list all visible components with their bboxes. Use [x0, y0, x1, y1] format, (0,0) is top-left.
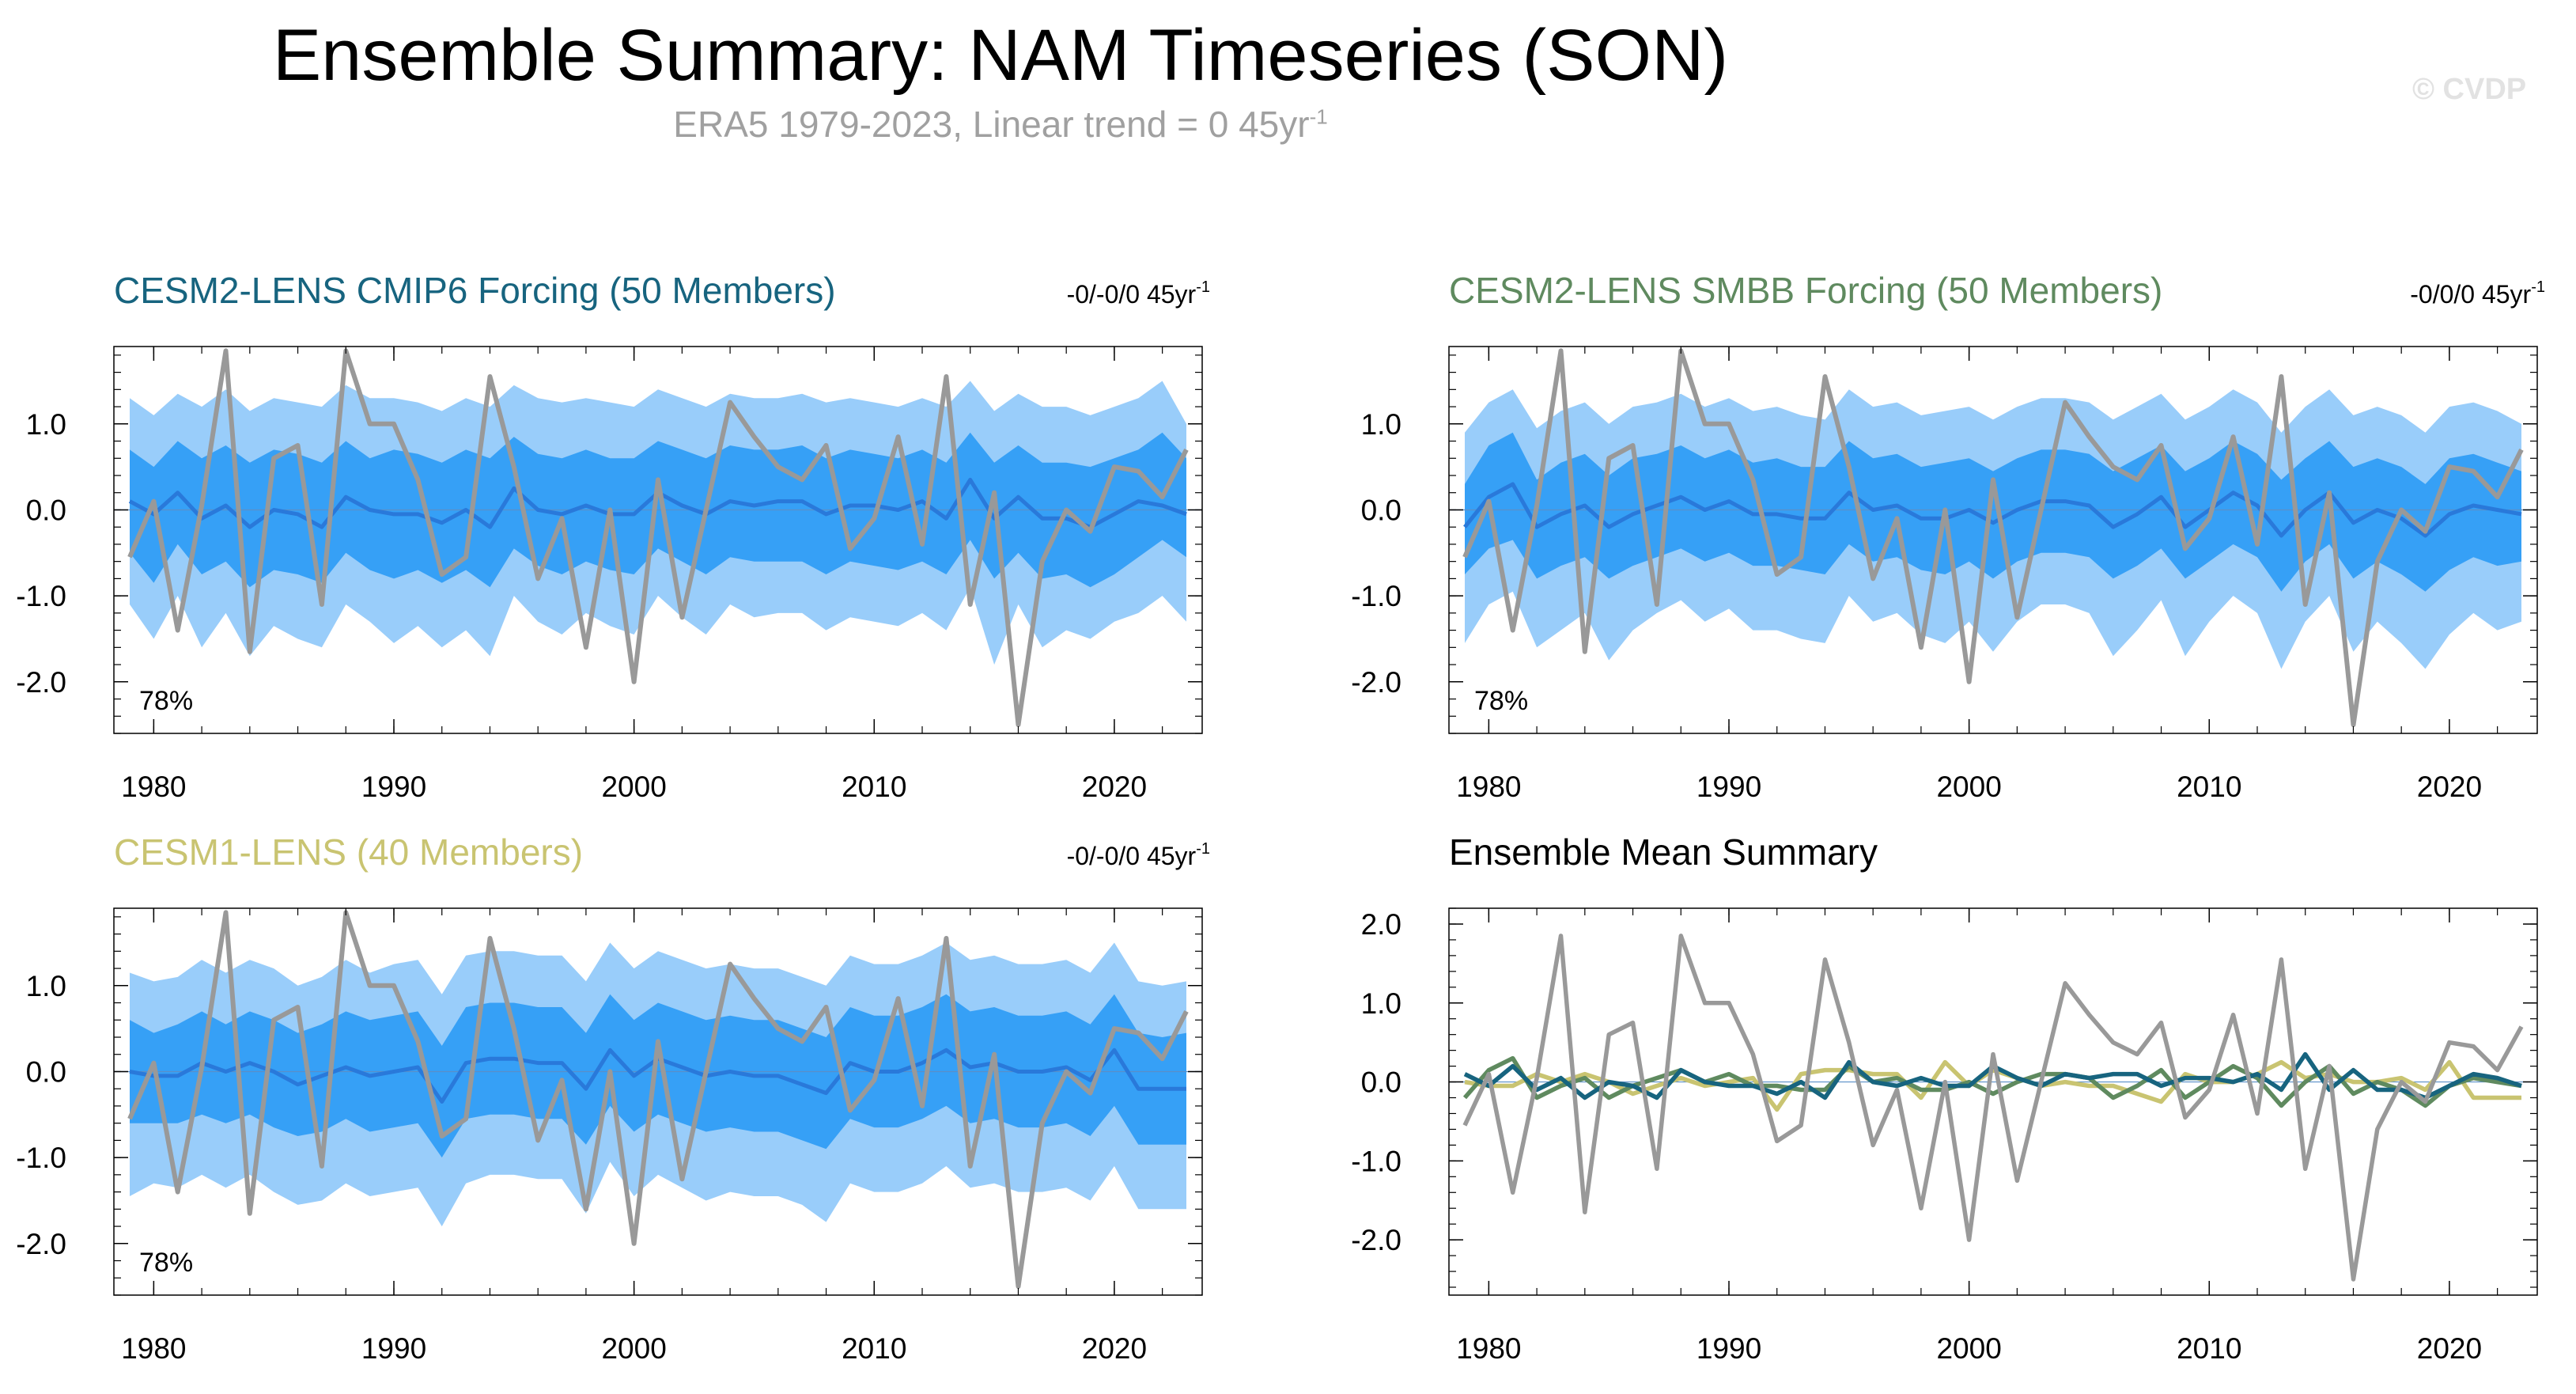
trend-text: -0/-0/0 45yr-1	[1067, 278, 1210, 309]
y-tick-label: 0.0	[1361, 1066, 1401, 1099]
page-title: Ensemble Summary: NAM Timeseries (SON)	[272, 15, 1729, 96]
trend-text: -0/0/0 45yr-1	[2410, 278, 2545, 309]
x-tick-label: 1990	[361, 1332, 426, 1365]
trend-text: -0/-0/0 45yr-1	[1067, 840, 1210, 870]
x-tick-label: 2000	[601, 1332, 666, 1365]
y-tick-label: -2.0	[16, 666, 66, 699]
chart-summary: 2.0 1.0 0.0 -1.0 -2.0 1980 1990 2000 2010 2020 Ens…	[1351, 831, 2538, 1365]
page-subtitle: ERA5 1979-2023, Linear trend = 0 45yr-1	[0, 103, 2001, 146]
x-tick-label: 2010	[842, 1332, 906, 1365]
y-tick-label: -2.0	[1351, 1224, 1401, 1256]
y-tick-label: 1.0	[1361, 408, 1401, 441]
obs-line	[127, 348, 1189, 728]
chart-smbb: 1.0 0.0 -1.0 -2.0 1980 1990 2000 2010 2020 CESM2-…	[1351, 270, 2545, 803]
band-inner	[130, 994, 1186, 1158]
series-line-era5	[1462, 934, 2524, 1282]
y-tick-label: 0.0	[26, 1055, 66, 1088]
y-tick-label: -1.0	[1351, 580, 1401, 612]
x-tick-label: 2000	[1936, 1332, 2001, 1365]
x-tick-label: 2020	[2417, 771, 2482, 803]
y-tick-label: -1.0	[16, 580, 66, 612]
x-tick-label: 1980	[1456, 1332, 1521, 1365]
subtitle-text: ERA5 1979-2023, Linear trend = 0 45yr	[673, 104, 1310, 145]
plot-frame	[1448, 346, 2538, 734]
x-tick-label: 2010	[842, 771, 906, 803]
panel-title: CESM2-LENS CMIP6 Forcing (50 Members)	[114, 270, 836, 311]
panel-title: Ensemble Mean Summary	[1449, 831, 1878, 873]
x-tick-label: 1980	[121, 1332, 186, 1365]
plot-frame	[113, 346, 1203, 734]
x-tick-label: 2010	[2177, 771, 2241, 803]
percent-label: 78%	[1474, 686, 1528, 716]
panel-title: CESM2-LENS SMBB Forcing (50 Members)	[1449, 270, 2162, 311]
subtitle-superscript: -1	[1309, 104, 1328, 129]
chart-cesm1: 1.0 0.0 -1.0 -2.0 1980 1990 2000 2010 2020 CESM1-…	[16, 831, 1210, 1365]
x-tick-label: 2020	[2417, 1332, 2482, 1365]
x-tick-label: 2020	[1082, 1332, 1147, 1365]
y-tick-label: 2.0	[1361, 908, 1401, 941]
y-tick-label: -2.0	[16, 1228, 66, 1260]
x-tick-label: 2000	[601, 771, 666, 803]
obs-line	[1462, 348, 2524, 728]
band-inner	[1465, 432, 2521, 592]
x-tick-label: 1990	[361, 771, 426, 803]
x-tick-label: 1990	[1697, 771, 1761, 803]
y-tick-label: 0.0	[26, 494, 66, 526]
x-tick-label: 2020	[1082, 771, 1147, 803]
plot-frame	[1448, 907, 2538, 1296]
y-tick-label: -2.0	[1351, 666, 1401, 699]
y-tick-label: 1.0	[1361, 987, 1401, 1020]
watermark: © CVDP	[2412, 73, 2527, 106]
plot-frame	[113, 907, 1203, 1296]
y-tick-label: -1.0	[16, 1142, 66, 1174]
x-tick-label: 1980	[1456, 771, 1521, 803]
percent-label: 78%	[139, 686, 193, 716]
y-tick-label: -1.0	[1351, 1145, 1401, 1177]
chart-cmip6: 1.0 0.0 -1.0 -2.0 1980 1990 2000 2010 2020 CESM2-…	[16, 270, 1210, 803]
y-tick-label: 0.0	[1361, 494, 1401, 526]
x-tick-label: 1990	[1697, 1332, 1761, 1365]
percent-label: 78%	[139, 1248, 193, 1278]
panel-title: CESM1-LENS (40 Members)	[114, 831, 583, 873]
y-tick-label: 1.0	[26, 408, 66, 441]
obs-line	[127, 910, 1189, 1290]
x-tick-label: 2010	[2177, 1332, 2241, 1365]
y-tick-label: 1.0	[26, 970, 66, 1002]
x-tick-label: 1980	[121, 771, 186, 803]
x-tick-label: 2000	[1936, 771, 2001, 803]
